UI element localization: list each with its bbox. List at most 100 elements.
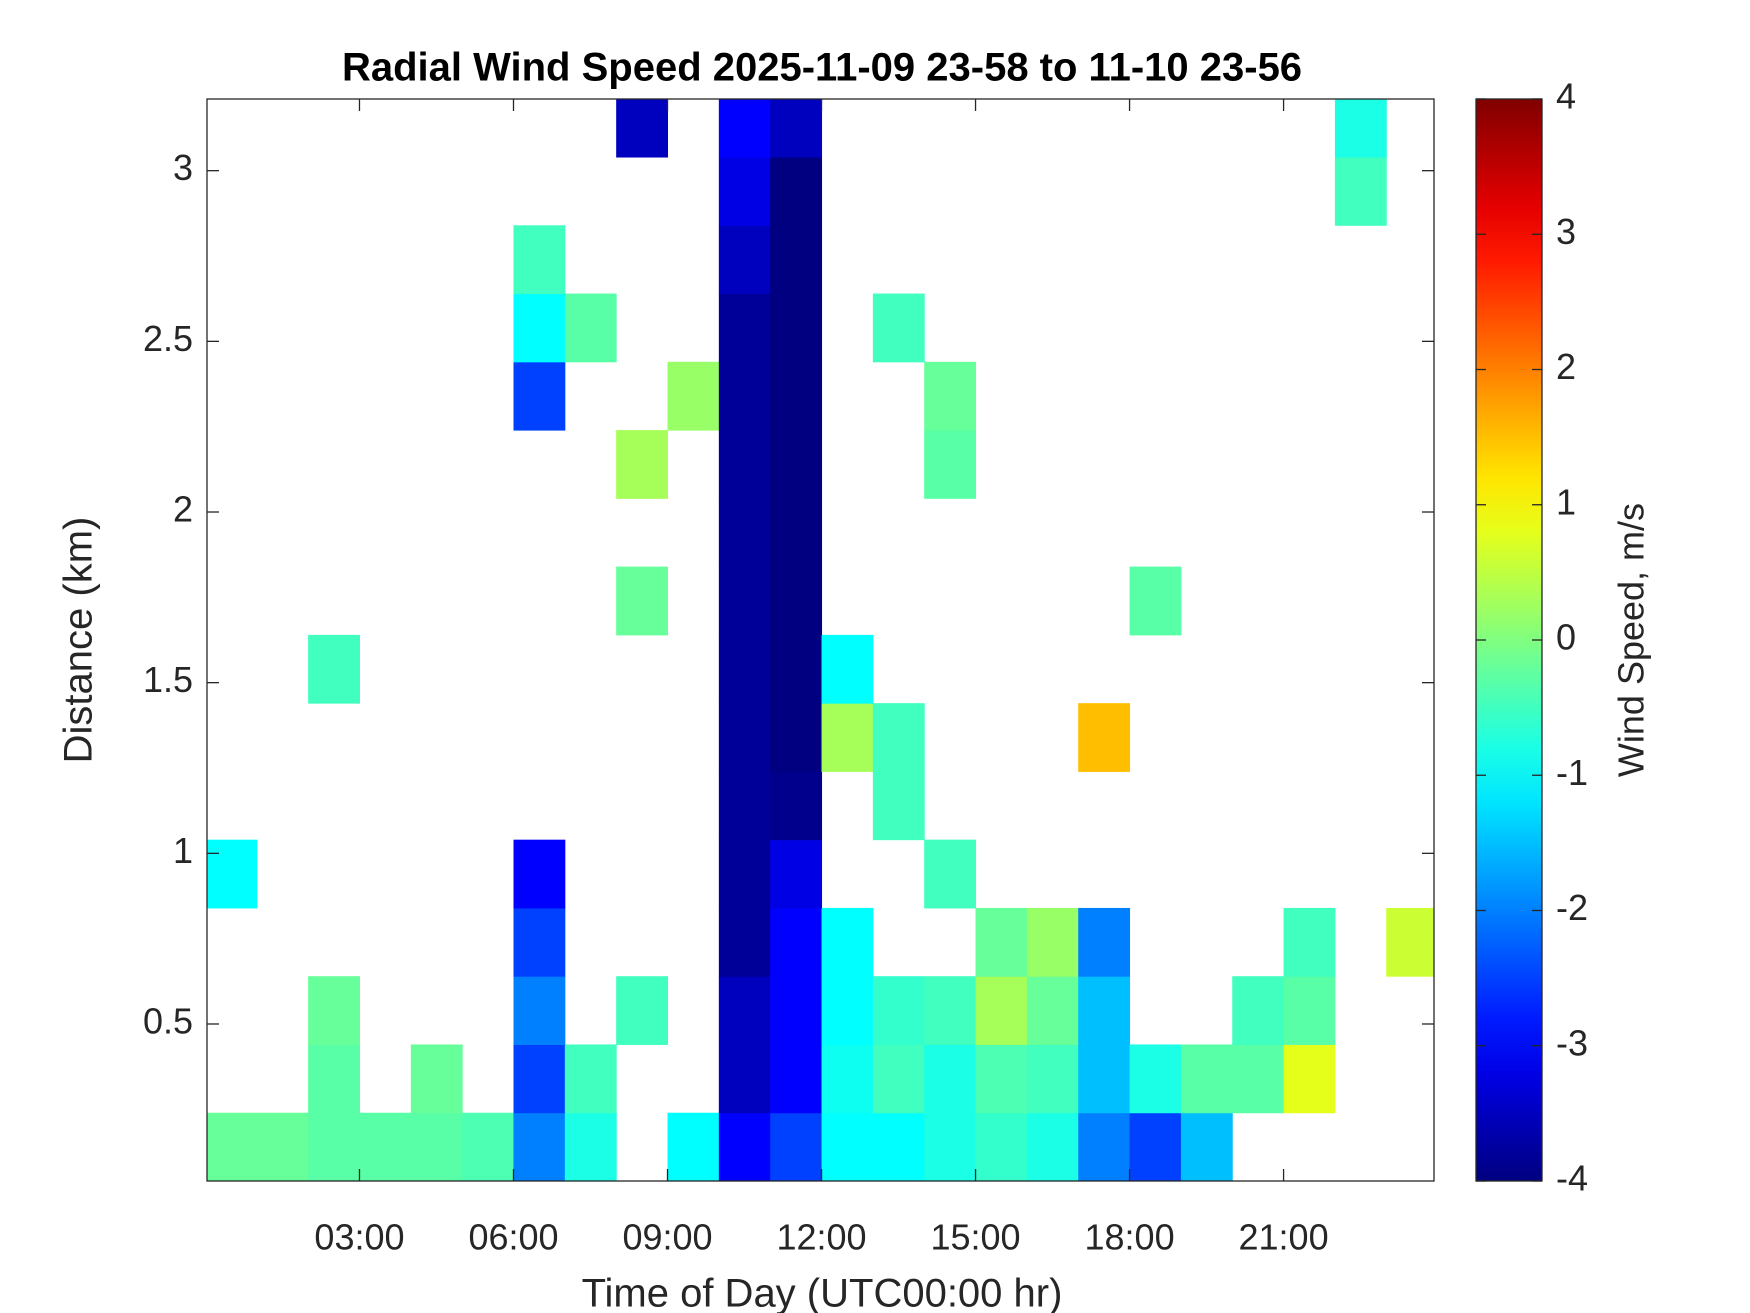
heatmap-cell [718, 225, 771, 295]
heatmap-cell [770, 430, 823, 499]
heatmap-cell [308, 1112, 360, 1181]
heatmap-cell [924, 361, 977, 431]
heatmap-cell [718, 99, 771, 158]
x-tick-label: 06:00 [468, 1217, 558, 1258]
heatmap-cell [513, 976, 566, 1045]
x-axis-label: Time of Day (UTC00:00 hr) [582, 1272, 1063, 1313]
heatmap-cell [1129, 566, 1182, 636]
heatmap-cell [718, 430, 771, 499]
heatmap-cell [616, 976, 669, 1045]
heatmap-cell [770, 703, 823, 772]
x-tick-label: 12:00 [776, 1217, 866, 1258]
heatmap-cell [924, 1044, 977, 1114]
heatmap-cell [667, 1112, 720, 1181]
heatmap-cell [1180, 1044, 1233, 1114]
heatmap-cell [207, 1112, 258, 1181]
heatmap-cell [410, 1044, 463, 1114]
colorbar-tick-label: 4 [1556, 76, 1576, 117]
heatmap-cell [718, 907, 771, 977]
heatmap-cell [1078, 1044, 1131, 1114]
x-tick-label: 18:00 [1085, 1217, 1175, 1258]
heatmap-cell [718, 566, 771, 636]
heatmap-cell [872, 1044, 925, 1114]
heatmap-cell [1078, 703, 1131, 772]
heatmap-cell [718, 1044, 771, 1114]
heatmap-cell [872, 1112, 925, 1181]
heatmap-cell [1129, 1112, 1182, 1181]
heatmap-cell [1078, 976, 1131, 1045]
heatmap-cell [872, 771, 925, 841]
heatmap-cell [718, 771, 771, 841]
heatmap-cell [821, 976, 874, 1045]
heatmap-cell [616, 566, 669, 636]
heatmap-cell [770, 634, 823, 704]
heatmap-cell [770, 839, 823, 909]
heatmap-cell [1232, 1044, 1285, 1114]
heatmap-cell [1078, 1112, 1131, 1181]
heatmap-cell [513, 839, 566, 909]
y-axis-label: Distance (km) [57, 517, 101, 764]
heatmap-cell [564, 1044, 617, 1114]
heatmap-cell [975, 1044, 1028, 1114]
heatmap-cell [924, 976, 977, 1045]
heatmap-cell [872, 976, 925, 1045]
heatmap-cell [821, 634, 874, 704]
heatmap-cell [770, 361, 823, 431]
heatmap-cell [616, 430, 669, 499]
heatmap-cell [513, 225, 566, 295]
heatmap-cell [667, 361, 720, 431]
y-tick-label: 1 [173, 830, 193, 871]
heatmap-cell [770, 225, 823, 295]
heatmap-cell [718, 293, 771, 363]
heatmap-cell [718, 634, 771, 704]
heatmap-cell [513, 907, 566, 977]
heatmap-cell [1180, 1112, 1233, 1181]
heatmap-cell [410, 1112, 463, 1181]
heatmap-cell [770, 771, 823, 841]
heatmap-cell [1026, 907, 1079, 977]
heatmap-cell [975, 1112, 1028, 1181]
heatmap-cell [975, 907, 1028, 977]
heatmap-cell [513, 361, 566, 431]
y-tick-label: 3 [173, 147, 193, 188]
colorbar-tick-label: 3 [1556, 211, 1576, 252]
heatmap-cell [564, 293, 617, 363]
heatmap-cell [924, 1112, 977, 1181]
x-tick-label: 09:00 [622, 1217, 712, 1258]
heatmap-cell [256, 1112, 309, 1181]
heatmap-cell [872, 703, 925, 772]
heatmap-cell [1232, 976, 1285, 1045]
plot-frame [206, 98, 1435, 1182]
chart-title: Radial Wind Speed 2025-11-09 23-58 to 11… [342, 46, 1302, 90]
x-tick-label: 03:00 [314, 1217, 404, 1258]
colorbar-tick-label: 0 [1556, 617, 1576, 658]
heatmap-cell [821, 703, 874, 772]
colorbar-tick-label: -4 [1556, 1158, 1588, 1199]
heatmap-cell [924, 839, 977, 909]
heatmap-cell [564, 1112, 617, 1181]
heatmap-cell [513, 293, 566, 363]
heatmap-cell [1386, 907, 1434, 977]
heatmap-cell [872, 293, 925, 363]
heatmap-cell [616, 99, 669, 158]
heatmap-cell [207, 839, 258, 909]
heatmap-cell [821, 1044, 874, 1114]
heatmap-cell [308, 634, 360, 704]
heatmap-cell [924, 430, 977, 499]
heatmap-cell [462, 1112, 514, 1181]
heatmap-cell [770, 1112, 823, 1181]
heatmap-cell [770, 157, 823, 226]
heatmap-cell [308, 1044, 360, 1114]
heatmap-cell [1334, 99, 1387, 158]
heatmap-cell [1129, 1044, 1182, 1114]
colorbar-tick-label: 2 [1556, 346, 1576, 387]
x-tick-label: 15:00 [930, 1217, 1020, 1258]
heatmap-cell [718, 157, 771, 226]
heatmap-cell [308, 976, 360, 1045]
heatmap-cell [770, 976, 823, 1045]
heatmap-cell [1334, 157, 1387, 226]
y-tick-label: 0.5 [143, 1001, 193, 1042]
heatmap-cell [1283, 1044, 1336, 1114]
colorbar [1475, 98, 1543, 1182]
